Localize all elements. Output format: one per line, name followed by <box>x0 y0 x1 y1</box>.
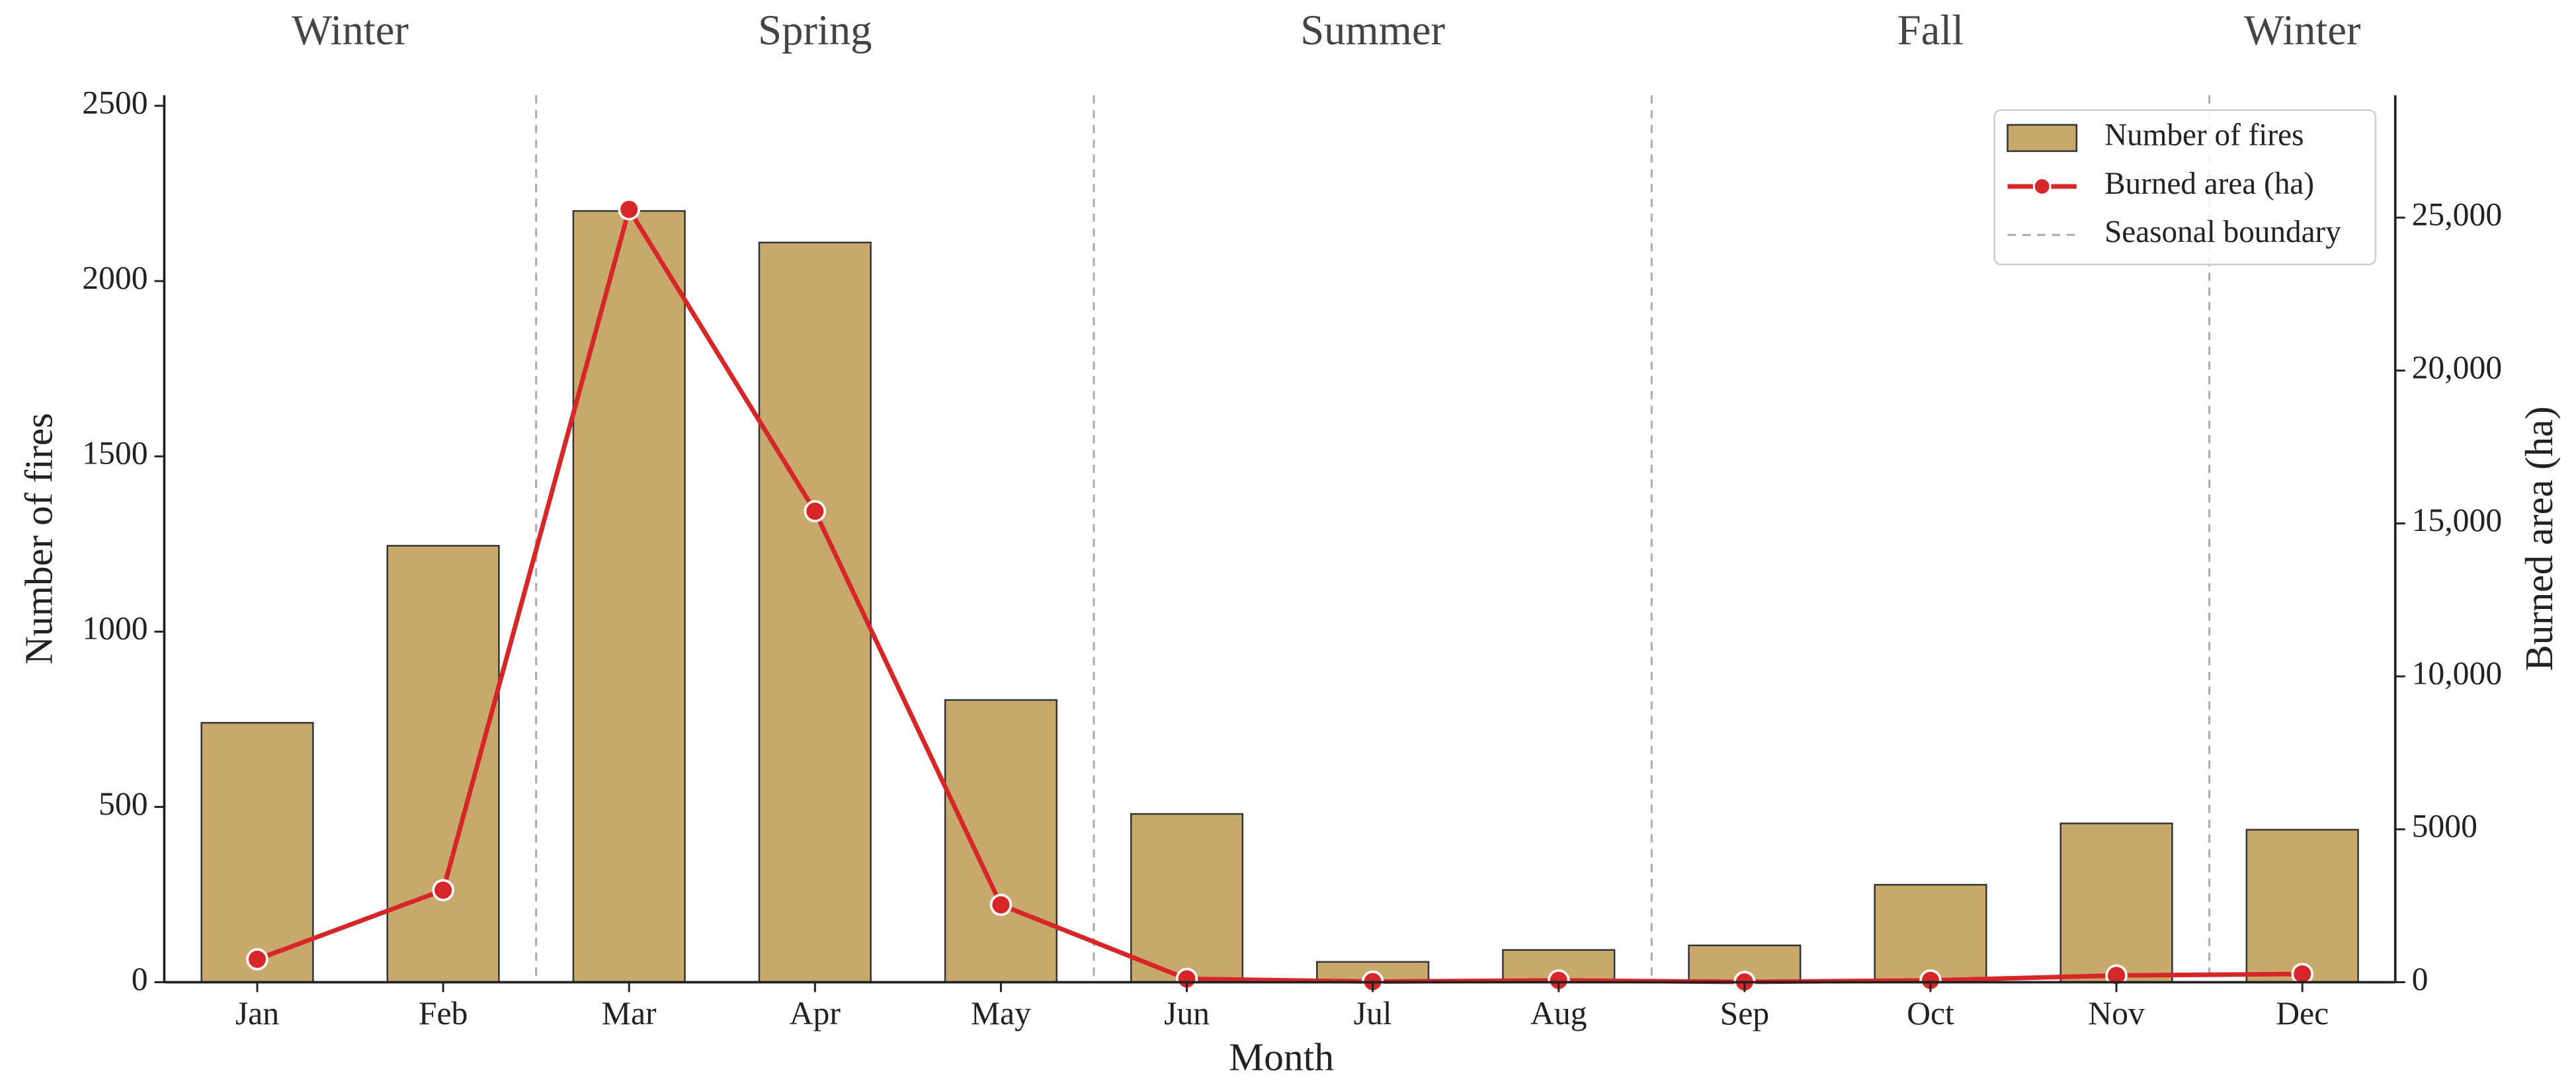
y2-tick-label: 15,000 <box>2412 502 2503 538</box>
x-tick-label: May <box>971 995 1031 1031</box>
legend-box <box>1993 109 2377 266</box>
legend-swatch-marker <box>2032 177 2052 196</box>
bar <box>758 241 872 983</box>
bar <box>1130 813 1244 983</box>
bar <box>2059 823 2173 983</box>
legend-swatch <box>2007 124 2078 152</box>
x-tick-label: Oct <box>1907 995 1954 1031</box>
x-tick-label: Mar <box>602 995 657 1031</box>
y2-tick-label: 0 <box>2412 961 2429 997</box>
legend-label: Burned area (ha) <box>2104 167 2314 201</box>
bar <box>572 210 686 983</box>
line <box>256 203 2303 985</box>
x-tick-label: Sep <box>1720 995 1770 1031</box>
line-marker <box>618 198 640 221</box>
line-marker <box>989 893 1013 916</box>
x-tick-label: Jan <box>235 995 279 1031</box>
bar <box>2245 828 2359 983</box>
y2-axis-label: Burned area (ha) <box>2517 407 2561 671</box>
x-tick-label: Apr <box>790 995 841 1031</box>
y-tick-label: 500 <box>99 786 148 822</box>
season-label: Summer <box>1300 6 1445 54</box>
bar <box>200 721 314 983</box>
season-label: Winter <box>292 6 409 54</box>
season-label: Fall <box>1897 6 1964 54</box>
x-tick-label: Jul <box>1354 995 1392 1031</box>
x-tick-label: Feb <box>419 995 468 1031</box>
season-label: Spring <box>758 6 872 54</box>
y-tick-label: 2000 <box>82 260 147 296</box>
legend-label: Seasonal boundary <box>2104 215 2341 249</box>
y2-tick-label: 20,000 <box>2412 349 2503 385</box>
bar <box>1874 883 1987 983</box>
y2-tick-label: 25,000 <box>2412 196 2503 233</box>
x-tick-label: Nov <box>2088 995 2145 1031</box>
x-tick-label: Dec <box>2276 995 2329 1031</box>
line-marker <box>246 948 269 971</box>
line-marker <box>2291 963 2313 985</box>
line-marker <box>432 879 454 902</box>
bar <box>944 699 1058 983</box>
y-tick-label: 2500 <box>82 84 147 120</box>
x-axis-label: Month <box>1229 1035 1334 1078</box>
bar <box>386 545 500 983</box>
x-tick-label: Jun <box>1164 995 1210 1031</box>
y-axis-label: Number of fires <box>17 413 60 665</box>
season-label: Winter <box>2244 6 2361 54</box>
y-tick-label: 1000 <box>82 610 147 647</box>
x-tick-label: Aug <box>1530 995 1587 1031</box>
y-tick-label: 1500 <box>82 435 147 471</box>
y2-tick-label: 5000 <box>2412 808 2477 844</box>
y-tick-label: 0 <box>132 961 148 997</box>
line-marker <box>804 500 827 522</box>
legend-label: Number of fires <box>2104 118 2304 153</box>
y2-tick-label: 10,000 <box>2412 655 2503 691</box>
